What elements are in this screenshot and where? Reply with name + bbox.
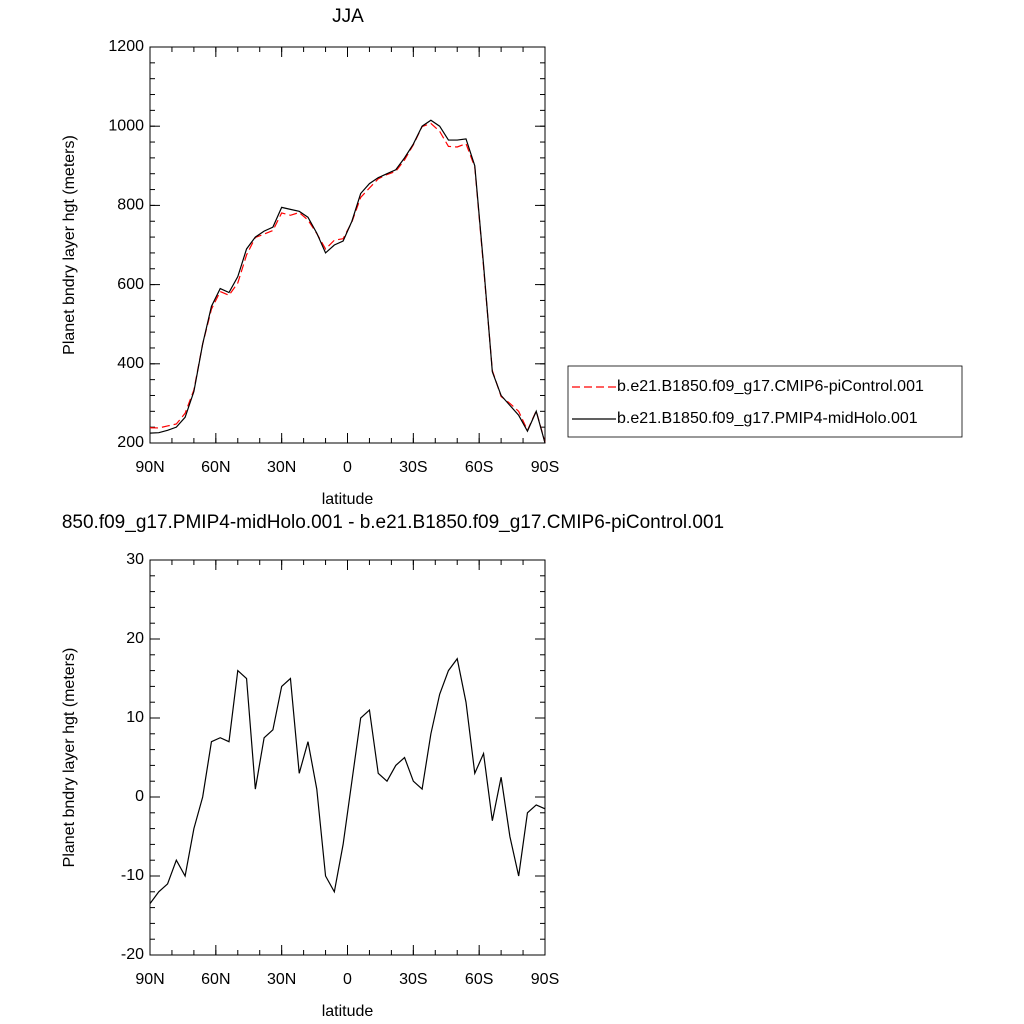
x-tick-label: 0 [343,971,352,988]
y-tick-label: 0 [135,788,144,805]
x-tick-label: 90N [135,971,164,988]
y-tick-label: 400 [117,355,144,372]
data-line [149,119,546,444]
y-tick-label: 20 [126,630,144,647]
x-axis-label: latitude [322,1003,374,1020]
y-tick-label: 10 [126,709,144,726]
y-tick-label: 1200 [108,38,144,55]
x-tick-label: 60N [201,459,230,476]
legend-box [567,365,963,438]
x-tick-label: 60S [465,459,493,476]
y-axis-label: Planet bndry layer hgt (meters) [61,648,78,868]
x-axis-label: latitude [322,491,374,508]
plot-frame [149,46,546,444]
y-tick-label: 200 [117,434,144,451]
chart-title: 850.f09_g17.PMIP4-midHolo.001 - b.e21.B1… [62,512,724,533]
x-tick-label: 30N [267,459,296,476]
x-tick-label: 30N [267,971,296,988]
x-tick-label: 60N [201,971,230,988]
x-tick-label: 90S [531,459,559,476]
y-axis-label: Planet bndry layer hgt (meters) [61,135,78,355]
data-line [149,657,546,905]
legend-label: b.e21.B1850.f09_g17.PMIP4-midHolo.001 [617,410,918,427]
y-tick-label: 800 [117,197,144,214]
y-tick-label: 600 [117,276,144,293]
y-tick-label: 30 [126,551,144,568]
x-tick-label: 90S [531,971,559,988]
x-tick-label: 90N [135,459,164,476]
legend-label: b.e21.B1850.f09_g17.CMIP6-piControl.001 [617,378,924,395]
plot-frame [149,559,546,956]
x-tick-label: 30S [399,971,427,988]
x-tick-label: 30S [399,459,427,476]
y-tick-label: 1000 [108,117,144,134]
data-line [149,122,546,443]
chart-title: JJA [332,6,364,27]
x-tick-label: 60S [465,971,493,988]
y-tick-label: -20 [121,946,144,963]
y-tick-label: -10 [121,867,144,884]
x-tick-label: 0 [343,459,352,476]
